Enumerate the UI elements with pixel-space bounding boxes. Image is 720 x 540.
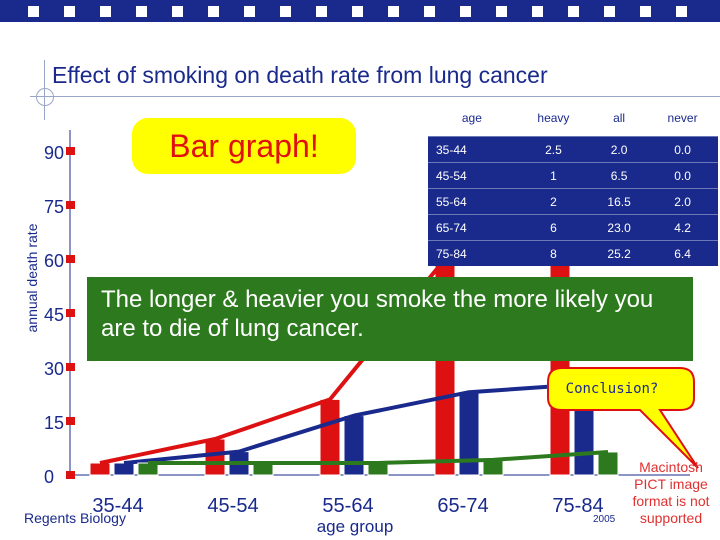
x-tick-label: 45-54 (207, 495, 258, 517)
y-tick-mark (66, 201, 75, 209)
bar-square (64, 6, 75, 17)
x-tick-label: 55-64 (322, 495, 373, 517)
table-cell: 8 (515, 240, 592, 266)
pict-notice: Macintosh PICT image format is not suppo… (632, 459, 710, 526)
table-cell: 4.2 (647, 214, 718, 241)
bar-square (460, 6, 471, 17)
y-tick-label: 0 (44, 467, 54, 487)
table-cell: 2.0 (647, 188, 718, 215)
callout-text: Conclusion? (565, 381, 659, 397)
bar-square (316, 6, 327, 17)
table-cell: 55-64 (428, 188, 516, 215)
table-row: 75-84 8 25.2 6.4 (428, 240, 718, 266)
bar-square (244, 6, 255, 17)
footer-year: 2005 (593, 514, 616, 525)
bar-square (640, 6, 651, 17)
table-header: age (461, 111, 482, 125)
bar-square (568, 6, 579, 17)
bar (343, 415, 365, 476)
table-cell: 1 (515, 162, 592, 189)
y-tick-mark (66, 147, 75, 155)
bar-square (352, 6, 363, 17)
table-row: 65-74 6 23.0 4.2 (428, 214, 718, 241)
bar (482, 459, 504, 476)
data-table: age heavy all never 35-44 2.5 2.0 0.0 45… (428, 100, 718, 266)
crosshair-icon (36, 88, 54, 106)
table-cell: 0.0 (647, 162, 718, 189)
table-header-row: age heavy all never (428, 100, 718, 137)
y-tick-mark (66, 417, 75, 425)
bar-square (280, 6, 291, 17)
table-header: heavy (537, 111, 570, 125)
conclusion-box: The longer & heavier you smoke the more … (87, 277, 693, 361)
bar-square (100, 6, 111, 17)
slide-title: Effect of smoking on death rate from lun… (52, 62, 548, 88)
table-cell: 65-74 (428, 214, 516, 241)
trend-line (148, 449, 609, 465)
y-tick-label: 90 (44, 143, 64, 163)
trend-line (123, 382, 585, 465)
title-rule (30, 96, 720, 97)
callout-bubble (547, 367, 699, 469)
y-tick-mark (66, 309, 75, 317)
table-cell: 75-84 (428, 240, 516, 266)
y-tick-label: 75 (44, 197, 64, 217)
table-cell: 16.5 (591, 188, 648, 215)
y-tick-mark (66, 471, 75, 479)
y-tick-label: 30 (44, 359, 64, 379)
bar (113, 462, 135, 476)
y-tick-mark (66, 255, 75, 263)
bar-square (172, 6, 183, 17)
bar-square (28, 6, 39, 17)
table-cell: 2.0 (591, 136, 648, 163)
table-row: 35-44 2.5 2.0 0.0 (428, 136, 718, 163)
y-tick-label: 60 (44, 251, 64, 271)
table-header: all (613, 111, 626, 125)
y-tick-mark (66, 363, 75, 371)
bar-square (532, 6, 543, 17)
x-tick-label: 35-44 (92, 495, 143, 517)
x-axis-label: age group (317, 517, 394, 536)
table-cell: 6.5 (591, 162, 648, 189)
top-bar (0, 0, 720, 22)
table-cell: 25.2 (591, 240, 648, 266)
table-header: never (667, 111, 698, 125)
table-cell: 2.5 (515, 136, 592, 163)
table-cell: 6 (515, 214, 592, 241)
table-cell: 0.0 (647, 136, 718, 163)
bar-square (604, 6, 615, 17)
bar (89, 462, 111, 476)
y-tick-label: 15 (44, 413, 64, 433)
bar-square (208, 6, 219, 17)
table-cell: 6.4 (647, 240, 718, 266)
bar-square (136, 6, 147, 17)
bar-square (424, 6, 435, 17)
table-cell: 35-44 (428, 136, 516, 163)
x-tick-label: 65-74 (437, 495, 488, 517)
table-row: 55-64 2 16.5 2.0 (428, 188, 718, 215)
table-cell: 45-54 (428, 162, 516, 189)
table-row: 45-54 1 6.5 0.0 (428, 162, 718, 189)
bar-graph-label: Bar graph! (132, 118, 356, 174)
footer-label: Regents Biology (24, 510, 126, 526)
table-cell: 2 (515, 188, 592, 215)
bar (204, 438, 226, 476)
y-tick-label: 45 (44, 305, 64, 325)
table-cell: 23.0 (591, 214, 648, 241)
bar-square (496, 6, 507, 17)
bar-square (676, 6, 687, 17)
bar-square (388, 6, 399, 17)
x-tick-label: 75-84 (552, 495, 603, 517)
